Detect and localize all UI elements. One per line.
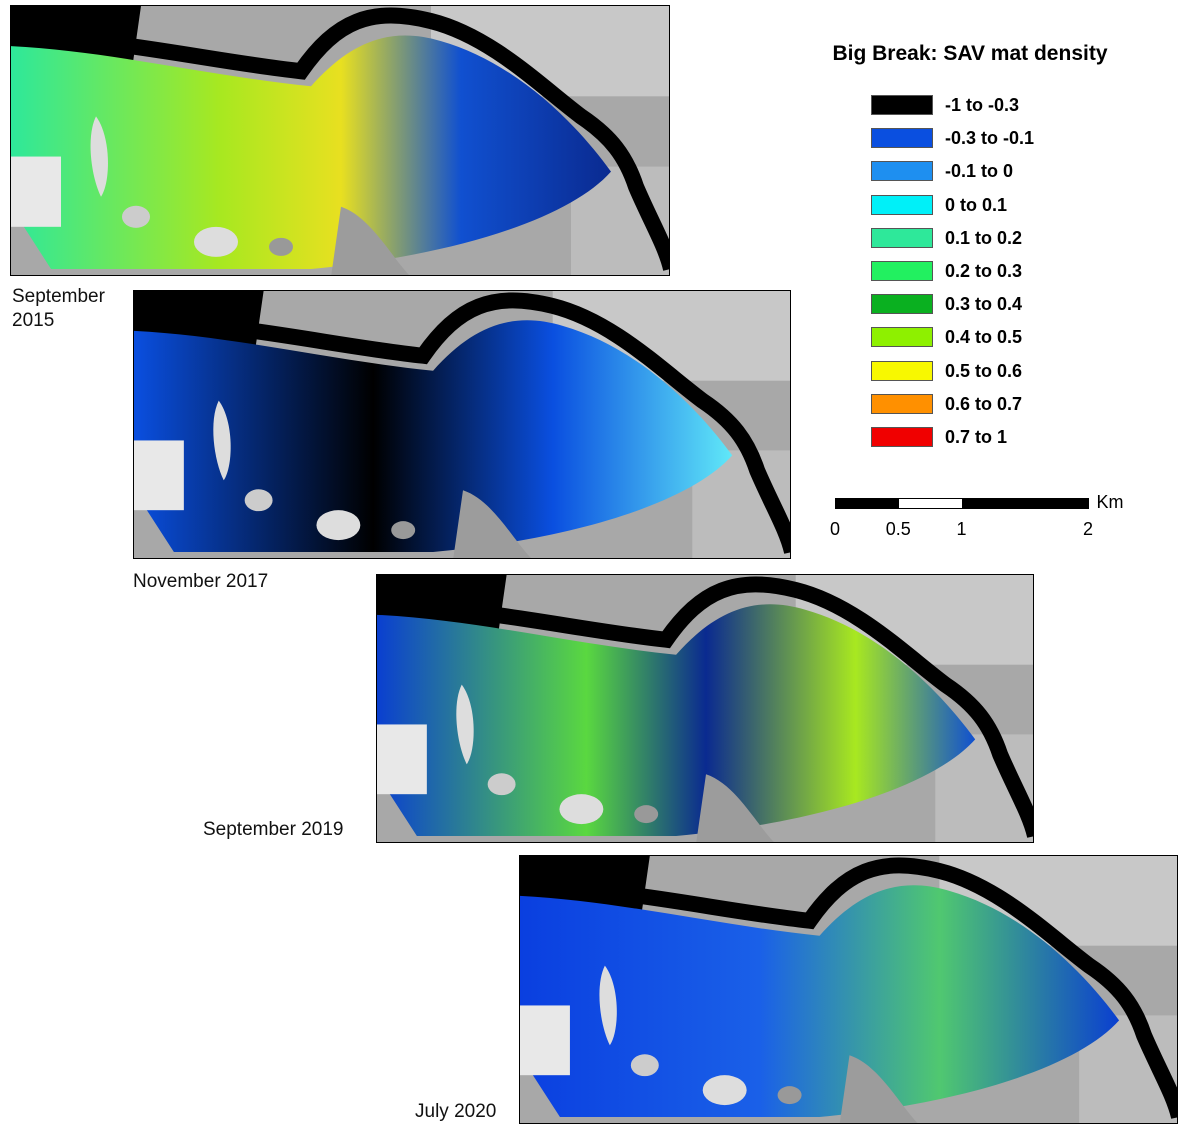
legend-swatch — [871, 361, 933, 381]
scale-segment — [962, 498, 1090, 509]
legend-swatch — [871, 128, 933, 148]
legend-label: 0.5 to 0.6 — [945, 361, 1022, 381]
legend-swatch — [871, 261, 933, 281]
legend-swatch — [871, 427, 933, 447]
map-panel — [519, 855, 1178, 1124]
scale-label: 0.5 — [886, 519, 911, 540]
scale-segment — [835, 498, 899, 509]
page: {"legend": {"title": "Big Break: SAV mat… — [0, 0, 1178, 1124]
map-panel — [133, 290, 791, 559]
legend-label: 0.2 to 0.3 — [945, 261, 1022, 281]
scale-label: 2 — [1083, 519, 1093, 540]
legend-swatch — [871, 195, 933, 215]
legend-title: Big Break: SAV mat density — [790, 42, 1150, 66]
legend-swatch — [871, 327, 933, 347]
map-panel — [376, 574, 1034, 843]
panel-label: November 2017 — [133, 570, 268, 594]
legend-label: 0.4 to 0.5 — [945, 327, 1022, 347]
legend-label: 0 to 0.1 — [945, 195, 1007, 215]
legend-label: 0.3 to 0.4 — [945, 294, 1022, 314]
map-panel — [10, 5, 670, 276]
legend-swatch — [871, 161, 933, 181]
legend-swatch — [871, 95, 933, 115]
legend-label: -0.1 to 0 — [945, 161, 1013, 181]
legend-swatch — [871, 294, 933, 314]
map — [520, 856, 1178, 1124]
panel-label: September 2015 — [12, 285, 132, 333]
scale-label: 1 — [956, 519, 966, 540]
legend-label: -0.3 to -0.1 — [945, 128, 1034, 148]
panel-label: July 2020 — [415, 1100, 496, 1124]
map — [11, 6, 670, 276]
legend-label: 0.1 to 0.2 — [945, 228, 1022, 248]
scale-segment — [898, 498, 962, 509]
scale-label: 0 — [830, 519, 840, 540]
map — [134, 291, 791, 559]
scale-unit: Km — [1097, 492, 1124, 513]
legend-label: 0.6 to 0.7 — [945, 394, 1022, 414]
legend-swatch — [871, 394, 933, 414]
panel-label: September 2019 — [203, 818, 344, 842]
legend-label: -1 to -0.3 — [945, 95, 1019, 115]
legend-label: 0.7 to 1 — [945, 427, 1007, 447]
map — [377, 575, 1034, 843]
legend-swatch — [871, 228, 933, 248]
